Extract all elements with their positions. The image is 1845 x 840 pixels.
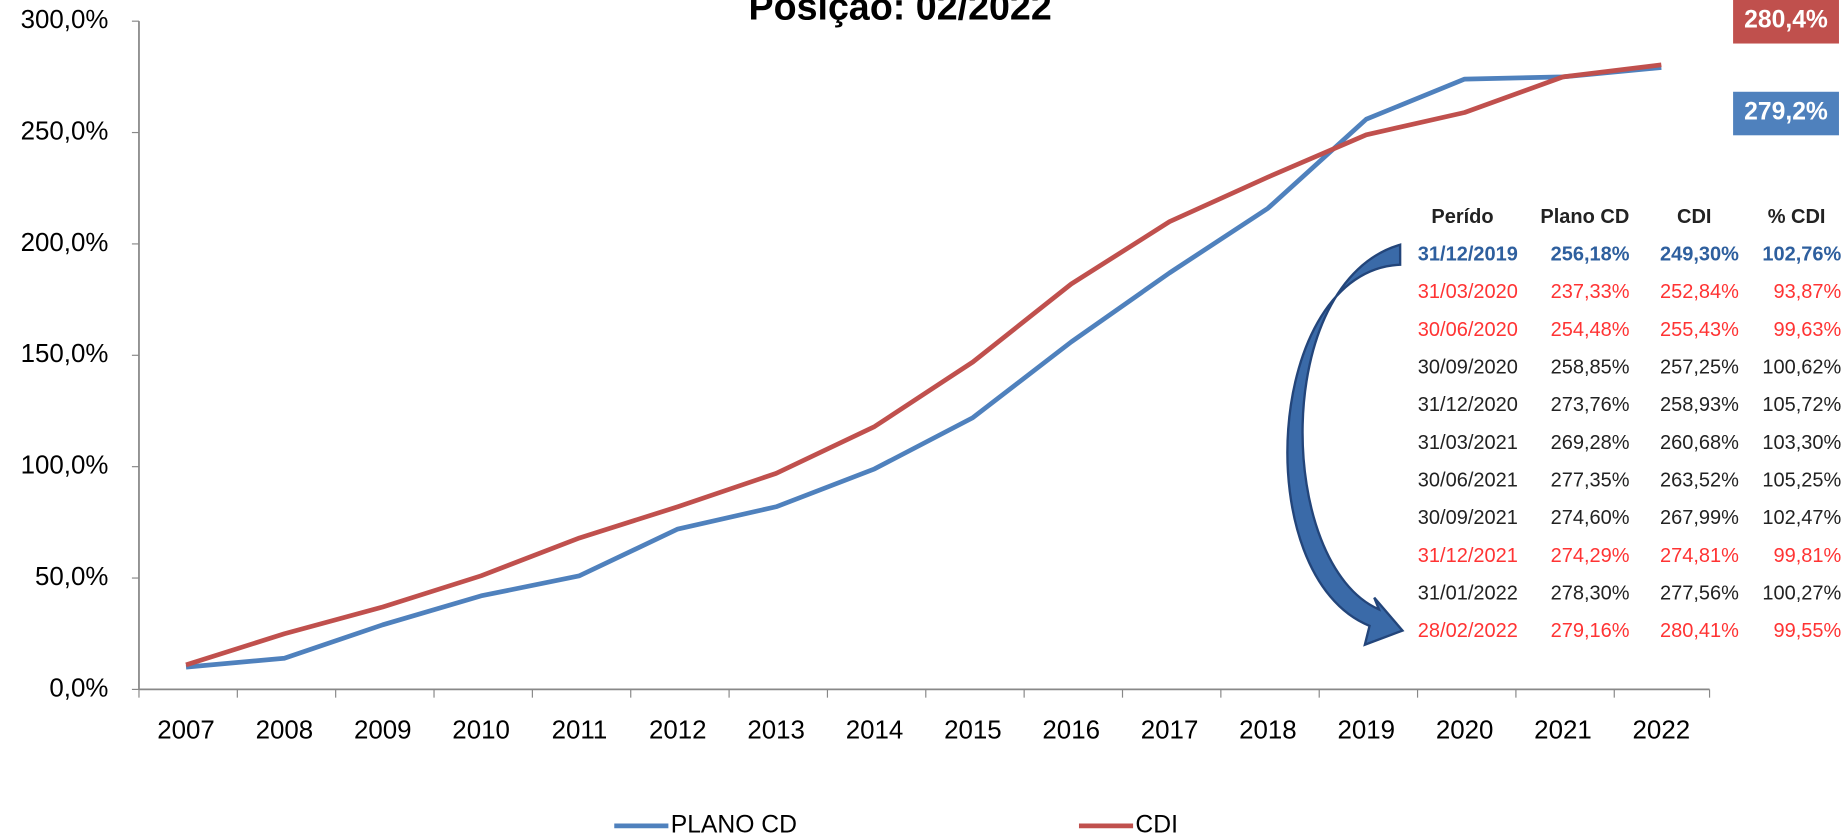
table-cell: 280,41%: [1660, 620, 1739, 642]
table-cell: 269,28%: [1551, 432, 1630, 454]
table-cell: 273,76%: [1551, 394, 1630, 416]
x-tick-label: 2019: [1337, 717, 1395, 745]
x-tick-label: 2008: [256, 717, 314, 745]
table-cell: 274,81%: [1660, 545, 1739, 567]
table-cell: 237,33%: [1551, 281, 1630, 303]
y-tick-label: 50,0%: [35, 563, 108, 591]
table-cell: 28/02/2022: [1418, 620, 1518, 642]
table-cell: 277,56%: [1660, 582, 1739, 604]
y-tick-label: 200,0%: [21, 229, 109, 257]
x-tick-label: 2022: [1633, 717, 1691, 745]
x-tick-label: 2013: [747, 717, 805, 745]
legend-label: PLANO CD: [671, 811, 797, 838]
x-tick-label: 2016: [1042, 717, 1100, 745]
series-line: [185, 62, 1662, 668]
legend-label: CDI: [1135, 811, 1178, 838]
table-cell: 256,18%: [1551, 244, 1630, 266]
series-line: [185, 65, 1662, 670]
table-cell: 249,30%: [1660, 244, 1739, 266]
table-cell: 100,27%: [1762, 582, 1841, 604]
table-cell: 30/09/2021: [1418, 507, 1518, 529]
table-cell: 254,48%: [1551, 319, 1630, 341]
x-tick-label: 2021: [1534, 717, 1592, 745]
end-label: 280,4%: [1744, 7, 1828, 34]
x-tick-label: 2011: [552, 717, 608, 745]
table-cell: 258,85%: [1551, 357, 1630, 379]
y-tick-label: 300,0%: [21, 6, 109, 34]
end-label-box: [1733, 91, 1839, 136]
table-cell: 252,84%: [1660, 281, 1739, 303]
table-cell: 255,43%: [1660, 319, 1739, 341]
table-cell: 31/03/2020: [1418, 281, 1518, 303]
table-cell: 263,52%: [1660, 469, 1739, 491]
chart-title: Posição: 02/2022: [749, 0, 1052, 27]
table-cell: 30/06/2020: [1418, 319, 1518, 341]
table-cell: 31/03/2021: [1418, 432, 1518, 454]
x-tick-label: 2015: [944, 717, 1002, 745]
y-tick-label: 150,0%: [21, 340, 109, 368]
table-cell: 30/06/2021: [1418, 469, 1518, 491]
table-cell: 278,30%: [1551, 582, 1630, 604]
table-cell: 31/12/2020: [1418, 394, 1518, 416]
table-cell: 257,25%: [1660, 357, 1739, 379]
table-cell: 100,62%: [1762, 357, 1841, 379]
table-cell: 260,68%: [1660, 432, 1739, 454]
table-cell: 274,29%: [1551, 545, 1630, 567]
x-tick-label: 2017: [1141, 717, 1199, 745]
table-cell: 31/01/2022: [1418, 582, 1518, 604]
table-cell: 30/09/2020: [1418, 357, 1518, 379]
y-tick-label: 250,0%: [21, 117, 109, 145]
table-header: Perído: [1431, 206, 1493, 228]
arrow: [1286, 243, 1405, 647]
table-header: % CDI: [1768, 206, 1826, 228]
y-tick-label: 100,0%: [21, 452, 109, 480]
table-header: Plano CD: [1540, 206, 1629, 228]
end-label-box: [1733, 0, 1839, 44]
table-cell: 258,93%: [1660, 394, 1739, 416]
x-tick-label: 2018: [1239, 717, 1297, 745]
x-tick-label: 2012: [649, 717, 707, 745]
table-cell: 99,63%: [1773, 319, 1841, 341]
end-label: 279,2%: [1744, 98, 1828, 125]
table-cell: 102,76%: [1762, 244, 1841, 266]
table-cell: 105,25%: [1762, 469, 1841, 491]
x-tick-label: 2014: [846, 717, 904, 745]
x-tick-label: 2020: [1436, 717, 1494, 745]
table-cell: 31/12/2021: [1418, 545, 1518, 567]
table-cell: 274,60%: [1551, 507, 1630, 529]
x-tick-label: 2007: [157, 717, 215, 745]
table-cell: 93,87%: [1773, 281, 1841, 303]
table-cell: 99,81%: [1773, 545, 1841, 567]
x-tick-label: 2009: [354, 717, 412, 745]
y-tick-label: 0,0%: [49, 674, 108, 702]
table-cell: 99,55%: [1773, 620, 1841, 642]
table-cell: 105,72%: [1762, 394, 1841, 416]
table-cell: 103,30%: [1762, 432, 1841, 454]
table-cell: 267,99%: [1660, 507, 1739, 529]
table-cell: 279,16%: [1551, 620, 1630, 642]
table-cell: 102,47%: [1762, 507, 1841, 529]
x-tick-label: 2010: [452, 717, 510, 745]
table-header: CDI: [1677, 206, 1711, 228]
table-cell: 31/12/2019: [1418, 244, 1518, 266]
table-cell: 277,35%: [1551, 469, 1630, 491]
